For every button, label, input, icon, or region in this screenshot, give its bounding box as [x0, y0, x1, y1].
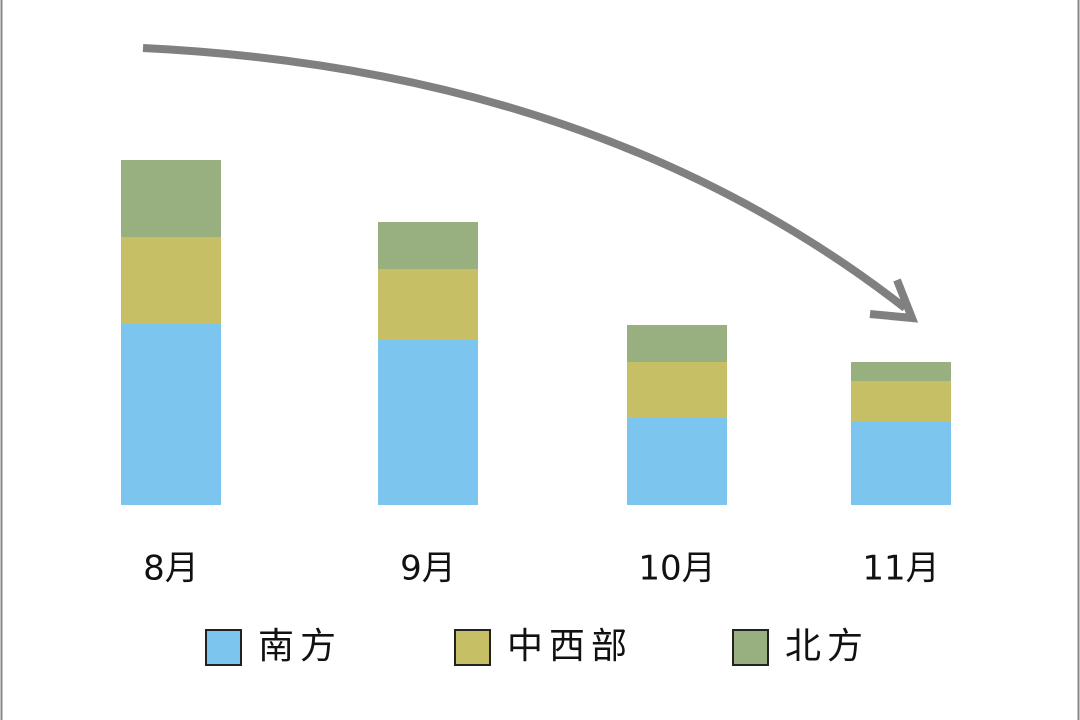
bar-segment — [121, 237, 221, 324]
bar-segment — [378, 340, 478, 505]
legend-swatch — [732, 629, 769, 666]
bar-segment — [627, 325, 727, 362]
legend-label: 中西部 — [507, 626, 633, 667]
bar-segment — [627, 418, 727, 505]
legend-swatch — [205, 629, 242, 666]
bar-segment — [121, 324, 221, 505]
x-tick-label: 10月 — [638, 549, 715, 589]
legend-swatch — [454, 629, 491, 666]
x-tick-label: 9月 — [400, 549, 456, 589]
bar-segment — [851, 381, 951, 422]
x-tick-label: 8月 — [143, 549, 199, 589]
bar-segment — [851, 362, 951, 381]
legend-label: 北方 — [785, 626, 869, 667]
arrow-head — [869, 278, 919, 323]
x-tick-label: 11月 — [862, 549, 939, 589]
bar-segment — [121, 160, 221, 237]
legend-label: 南方 — [258, 626, 342, 667]
bar-segment — [851, 422, 951, 505]
bar-segment — [378, 269, 478, 340]
bar-segment — [378, 222, 478, 269]
trend-arrow — [142, 44, 908, 312]
bar-segment — [627, 362, 727, 418]
